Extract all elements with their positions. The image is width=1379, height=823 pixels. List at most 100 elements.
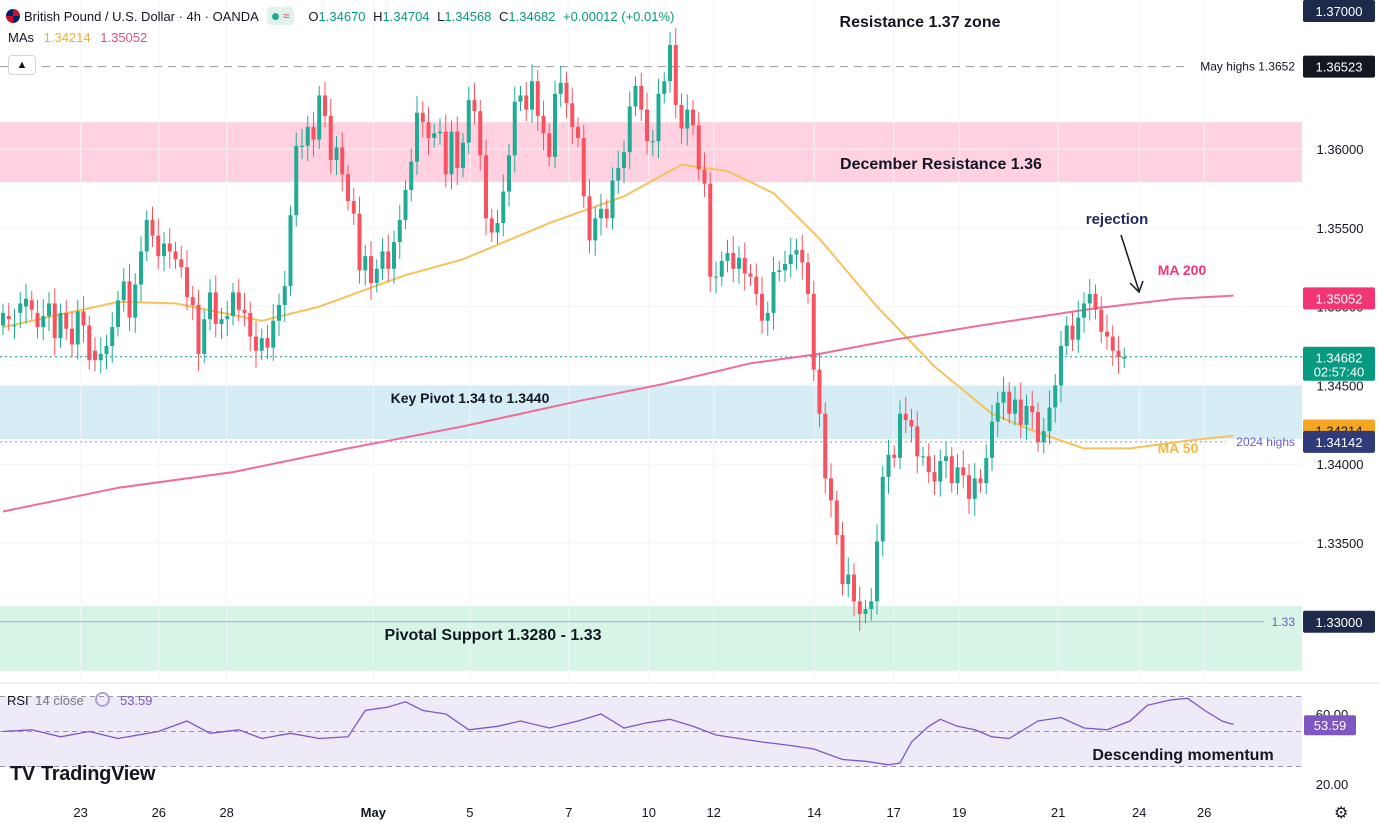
- time-tick-label: 7: [565, 805, 572, 820]
- candle-body: [351, 201, 356, 214]
- candle-body: [794, 249, 799, 255]
- price-badge-bg: [1303, 346, 1375, 381]
- candle-body: [455, 131, 460, 168]
- candle-body: [133, 284, 138, 318]
- ma50-legend-value: 1.34214: [43, 30, 91, 45]
- change-value: +0.00012 (+0.01%): [563, 8, 675, 24]
- time-axis: 23 26 28 May 5 7 10 12 14 17 19 21 24 26: [73, 805, 1211, 820]
- candle-body: [501, 191, 506, 224]
- candle-body: [685, 109, 690, 129]
- annotation-2: Key Pivot 1.34 to 1.3440: [391, 390, 550, 406]
- candle-body: [944, 456, 948, 462]
- candle-body: [1018, 399, 1023, 425]
- collapse-legend-button[interactable]: ▲: [8, 55, 36, 75]
- symbol-header[interactable]: British Pound / U.S. Dollar · 4h · OANDA…: [6, 5, 674, 27]
- candle-body: [518, 95, 523, 102]
- market-status-pill[interactable]: ≈: [266, 7, 295, 25]
- candle-body: [1087, 293, 1092, 304]
- candle-body: [248, 312, 253, 337]
- candle-body: [1007, 391, 1012, 414]
- candle-body: [236, 292, 241, 310]
- candle-body: [1064, 325, 1069, 346]
- price-badge-1: 1.36523: [1303, 55, 1375, 78]
- candle-body: [978, 478, 983, 484]
- candle-body: [150, 219, 155, 236]
- high-value: 1.34704: [382, 8, 430, 24]
- candle-body: [915, 426, 920, 457]
- candle-body: [990, 421, 994, 458]
- time-tick-label: 26: [1197, 805, 1211, 820]
- candle-body: [438, 131, 442, 134]
- candle-body: [581, 137, 586, 197]
- candle-body: [461, 142, 465, 168]
- high-label: H: [373, 8, 383, 24]
- candle-body: [24, 298, 28, 307]
- rsi-legend[interactable]: RSI 14 close 53.59: [7, 692, 153, 708]
- candle-body: [288, 215, 293, 287]
- settings-gear-icon[interactable]: ⚙: [1334, 805, 1349, 822]
- candle-body: [403, 189, 408, 220]
- rsi-settings-icon[interactable]: [95, 692, 111, 707]
- candle-body: [386, 251, 391, 269]
- candle-body: [466, 100, 471, 143]
- candle-body: [702, 169, 707, 184]
- tradingview-logo: TV TradingView: [10, 763, 155, 786]
- candle-body: [972, 478, 977, 499]
- candle-body: [535, 81, 540, 116]
- price-badge-label: 1.34142: [1316, 435, 1363, 450]
- candle-body: [880, 476, 885, 542]
- close-value: 1.34682: [508, 8, 556, 24]
- candle-body: [547, 133, 552, 157]
- price-badge-label: 1.36523: [1316, 60, 1363, 75]
- candle-body: [52, 303, 57, 339]
- candle-body: [1001, 391, 1006, 403]
- candle-body: [823, 413, 828, 479]
- candle-body: [921, 456, 925, 458]
- candle-body: [599, 208, 603, 219]
- candle-body: [93, 350, 97, 361]
- candle-body: [1036, 412, 1040, 443]
- annotation-4: rejection: [1086, 211, 1149, 228]
- candle-body: [806, 262, 810, 294]
- candle-body: [64, 312, 69, 329]
- candle-body: [949, 456, 954, 484]
- ma200-line: [2, 294, 1234, 513]
- price-badge-label: 1.34682: [1316, 351, 1363, 366]
- candle-body: [639, 85, 644, 110]
- candle-body: [346, 174, 350, 202]
- candle-body: [754, 276, 759, 294]
- candle-body: [374, 268, 379, 283]
- ma-legend[interactable]: MAs 1.34214 1.35052: [8, 30, 147, 45]
- candle-body: [633, 85, 638, 107]
- ma200-legend-value: 1.35052: [100, 30, 148, 45]
- time-tick-label: May: [361, 805, 387, 820]
- candle-body: [1059, 346, 1063, 386]
- candle-body: [771, 271, 776, 313]
- candle-body: [553, 93, 557, 157]
- candle-body: [363, 256, 368, 271]
- candle-body: [121, 281, 126, 301]
- candle-body: [616, 167, 621, 181]
- low-label: L: [437, 8, 445, 24]
- time-tick-label: 10: [641, 805, 655, 820]
- price-badge-label: 1.37000: [1316, 4, 1363, 19]
- candle-body: [1076, 317, 1081, 340]
- candle-body: [116, 300, 120, 328]
- candle-body: [202, 319, 207, 354]
- candle-body: [139, 251, 143, 285]
- symbol-title[interactable]: British Pound / U.S. Dollar · 4h · OANDA: [24, 8, 259, 24]
- price-badge-2: 1.35052: [1303, 287, 1375, 310]
- candle-body: [265, 338, 270, 348]
- candle-body: [47, 303, 51, 317]
- candle-body: [225, 316, 230, 320]
- open-label: O: [308, 8, 319, 24]
- candle-body: [777, 270, 782, 272]
- levels-layer: May highs 1.3652 2024 highs 1.33: [0, 60, 1302, 629]
- candle-body: [185, 267, 189, 298]
- candle-body: [29, 300, 34, 310]
- uk-us-flag-icon: [6, 9, 20, 23]
- candle-body: [317, 95, 322, 140]
- open-value: 1.34670: [318, 8, 366, 24]
- candle-body: [41, 316, 46, 328]
